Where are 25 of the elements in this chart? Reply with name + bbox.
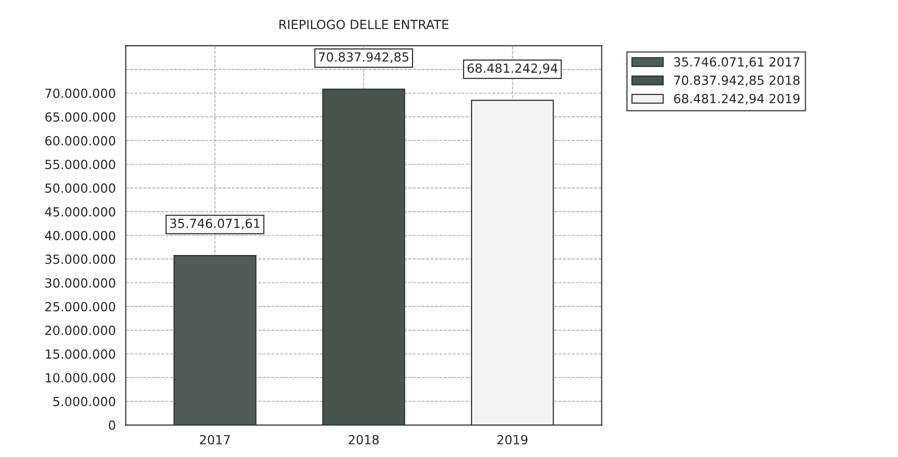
y-tick-label: 0 — [108, 420, 116, 430]
legend-label: 68.481.242,94 2019 — [674, 94, 800, 105]
legend-label: 35.746.071,61 2017 — [674, 57, 800, 68]
y-tick-label: 65.000.000 — [45, 112, 116, 122]
y-tick-label: 40.000.000 — [45, 230, 116, 240]
y-tick-label: 70.000.000 — [45, 88, 116, 98]
legend-label: 70.837.942,85 2018 — [674, 76, 800, 86]
y-tick-label: 15.000.000 — [46, 349, 116, 359]
y-tick-label: 30.000.000 — [45, 278, 116, 288]
y-tick-label: 25.000.000 — [45, 302, 116, 312]
y-tick-label: 55.000.000 — [45, 160, 116, 170]
y-tick-label: 35.000.000 — [45, 254, 116, 264]
x-tick-label: 2019 — [497, 434, 528, 444]
data-label: 70.837.942,85 — [318, 52, 408, 63]
y-tick-label: 50.000.000 — [45, 183, 116, 193]
y-tick-label: 20.000.000 — [45, 326, 116, 336]
y-tick-label: 60.000.000 — [45, 136, 116, 146]
y-tick-label: 5.000.000 — [53, 396, 116, 406]
y-tick-label: 45.000.000 — [45, 207, 116, 217]
data-label: 68.481.242,94 — [468, 63, 558, 74]
x-tick-label: 2018 — [348, 434, 379, 444]
chart-title: RIEPILOGO DELLE ENTRATE — [279, 20, 448, 30]
x-tick-label: 2017 — [200, 434, 230, 444]
data-label: 35.746.071,61 — [170, 218, 260, 230]
y-tick-label: 10.000.000 — [46, 373, 116, 383]
